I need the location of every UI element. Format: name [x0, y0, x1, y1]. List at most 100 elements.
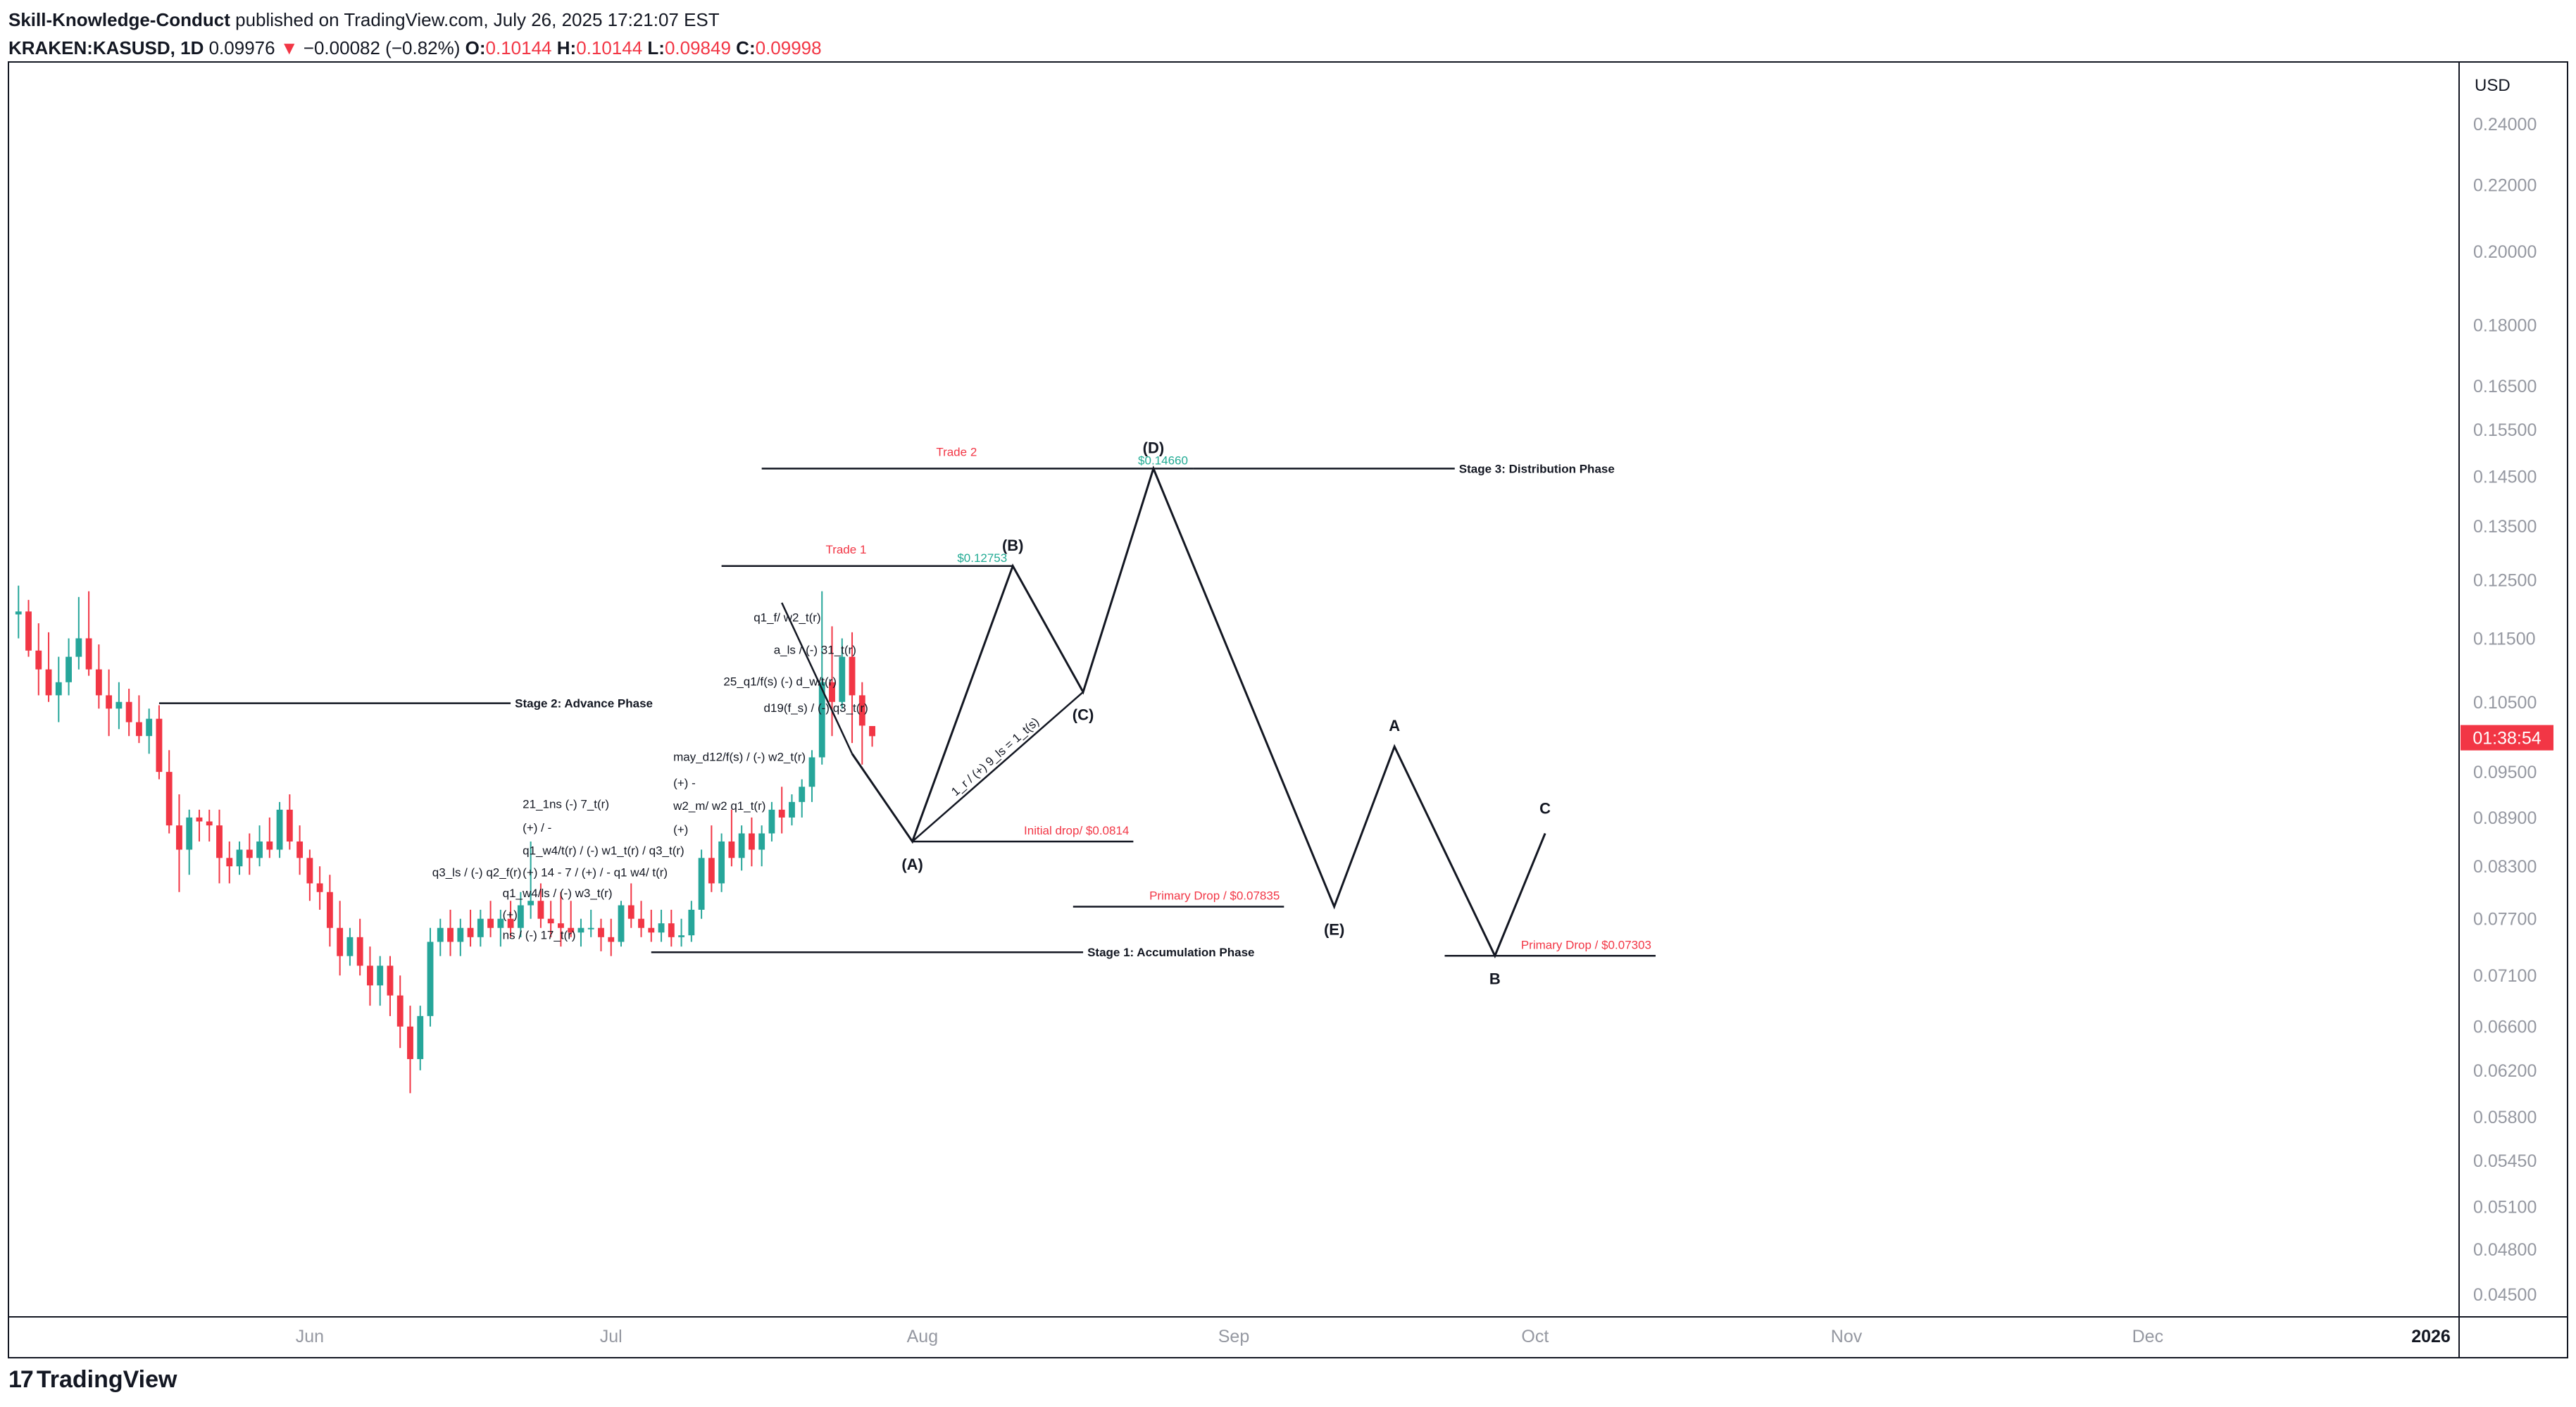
note-annotation: 21_1ns (-) 7_t(r) — [523, 798, 609, 811]
candle-body — [25, 611, 32, 651]
candle-body — [176, 825, 182, 850]
x-tick-label: Nov — [1831, 1327, 1863, 1346]
candle-body — [638, 918, 644, 928]
wave-label: (D) — [1143, 439, 1165, 456]
price-change: −0.00082 (−0.82%) — [303, 37, 461, 58]
chart-header: Skill-Knowledge-Conduct published on Tra… — [8, 6, 822, 62]
candle-body — [648, 927, 655, 933]
y-tick-label: 0.16500 — [2473, 377, 2537, 396]
y-tick-label: 0.07700 — [2473, 910, 2537, 930]
x-tick-label: Jun — [296, 1327, 324, 1346]
candle-body — [135, 722, 142, 737]
candle-body — [226, 858, 233, 867]
candle-body — [276, 809, 283, 850]
symbol-line: KRAKEN:KASUSD, 1D 0.09976 ▼ −0.00082 (−0… — [8, 34, 822, 62]
note-annotation: ns / (-) 17_t(r) — [503, 928, 576, 942]
time-axis[interactable] — [8, 1316, 2460, 1358]
candle-body — [778, 809, 785, 818]
candle-body — [718, 841, 725, 884]
countdown-label: 01:38:54 — [2472, 729, 2541, 749]
x-tick-label: Oct — [1521, 1327, 1549, 1346]
candle-body — [839, 656, 846, 702]
candle-body — [316, 883, 323, 892]
candle-body — [407, 1026, 413, 1059]
candle-body — [437, 927, 444, 942]
price-axis[interactable] — [2458, 61, 2568, 1318]
trend-line — [781, 602, 854, 754]
drop-label: Initial drop/ $0.0814 — [1024, 824, 1129, 837]
candle-body — [286, 809, 293, 842]
y-tick-label: 0.11500 — [2473, 629, 2536, 649]
x-tick-label: Dec — [2132, 1327, 2163, 1346]
close-value: 0.09998 — [755, 37, 822, 58]
candle-body — [35, 650, 42, 670]
y-tick-label: 0.06200 — [2473, 1061, 2537, 1081]
drop-label: Primary Drop / $0.07835 — [1149, 889, 1280, 902]
trade-label: Trade 1 — [825, 543, 866, 556]
candle-body — [165, 772, 173, 826]
open-value: 0.10144 — [485, 37, 552, 58]
candle-body — [829, 682, 835, 702]
x-tick-labels: Jun Jul Aug Sep Oct Nov Dec 2026 — [296, 1327, 2451, 1346]
low-value: 0.09849 — [664, 37, 731, 58]
candle-body — [849, 656, 856, 696]
candle-body — [587, 927, 594, 930]
candle-body — [678, 935, 684, 937]
candle-body — [216, 825, 223, 858]
candle-body — [708, 858, 715, 884]
candle-body — [447, 927, 454, 942]
tradingview-logo[interactable]: 17 TradingView — [8, 1366, 177, 1394]
candle-body — [296, 841, 304, 858]
candle-body — [618, 905, 625, 942]
down-arrow-icon: ▼ — [280, 37, 299, 58]
candle-body — [758, 833, 765, 850]
x-tick-label: Sep — [1218, 1327, 1249, 1346]
wave-label: (E) — [1324, 920, 1344, 938]
note-annotation: 25_q1/f(s) (-) d_w/t(r) — [723, 675, 837, 688]
candle-body — [367, 965, 373, 986]
y-tick-label: 0.09500 — [2473, 763, 2537, 782]
candle-body — [728, 841, 735, 858]
author-name[interactable]: Skill-Knowledge-Conduct — [8, 9, 230, 30]
note-annotation: q1_w4/ls / (-) w3_t(r) — [503, 887, 613, 900]
y-tick-label: 0.05450 — [2473, 1151, 2537, 1171]
candle-body — [186, 817, 193, 850]
candle-body — [457, 927, 464, 942]
candle-body — [427, 942, 434, 1016]
candle-body — [467, 927, 474, 937]
y-tick-label: 0.18000 — [2473, 316, 2537, 336]
candle-body — [568, 927, 575, 933]
note-annotation: (+) — [503, 908, 518, 922]
candle-body — [387, 965, 394, 996]
candle-body — [326, 892, 333, 928]
currency-label[interactable]: USD — [2475, 76, 2511, 95]
candle-body — [236, 849, 243, 867]
candle-body — [497, 918, 504, 928]
y-tick-label: 0.20000 — [2473, 242, 2537, 262]
candle-body — [598, 927, 604, 937]
y-tick-label: 0.08900 — [2473, 808, 2537, 828]
high-label: H: — [556, 37, 577, 58]
candle-body — [698, 858, 705, 910]
candle-body — [658, 923, 665, 933]
candle-body — [95, 669, 102, 696]
candle-body — [808, 757, 815, 787]
candle-body — [146, 718, 153, 737]
candle-body — [768, 809, 775, 834]
candle-body — [115, 701, 123, 709]
trade-price-label: $0.14660 — [1138, 454, 1188, 467]
y-tick-label: 0.06600 — [2473, 1018, 2537, 1037]
wave-label: (A) — [901, 856, 923, 873]
candle-body — [55, 682, 62, 696]
y-tick-label: 0.22000 — [2473, 175, 2537, 195]
candle-body — [125, 701, 132, 723]
trade-price-label: $0.12753 — [957, 551, 1007, 565]
symbol-name[interactable]: KRAKEN:KASUSD, 1D — [8, 37, 204, 58]
note-annotation: q1_w4/t(r) / (-) w1_t(r) / q3_t(r) — [523, 844, 684, 858]
plot-area[interactable] — [8, 61, 2460, 1318]
candle-body — [266, 841, 273, 850]
y-tick-label: 0.24000 — [2473, 115, 2537, 135]
candle-body — [688, 909, 695, 936]
stage-label: Stage 3: Distribution Phase — [1459, 462, 1615, 475]
